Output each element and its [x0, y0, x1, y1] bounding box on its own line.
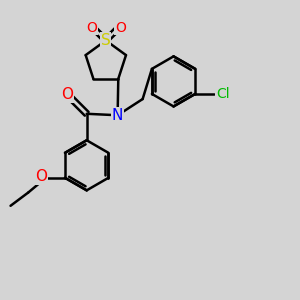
- Text: N: N: [112, 108, 123, 123]
- Text: O: O: [61, 87, 73, 102]
- Text: O: O: [115, 20, 126, 34]
- Text: O: O: [35, 169, 47, 184]
- Text: Cl: Cl: [216, 87, 230, 101]
- Text: O: O: [86, 20, 97, 34]
- Text: S: S: [101, 33, 111, 48]
